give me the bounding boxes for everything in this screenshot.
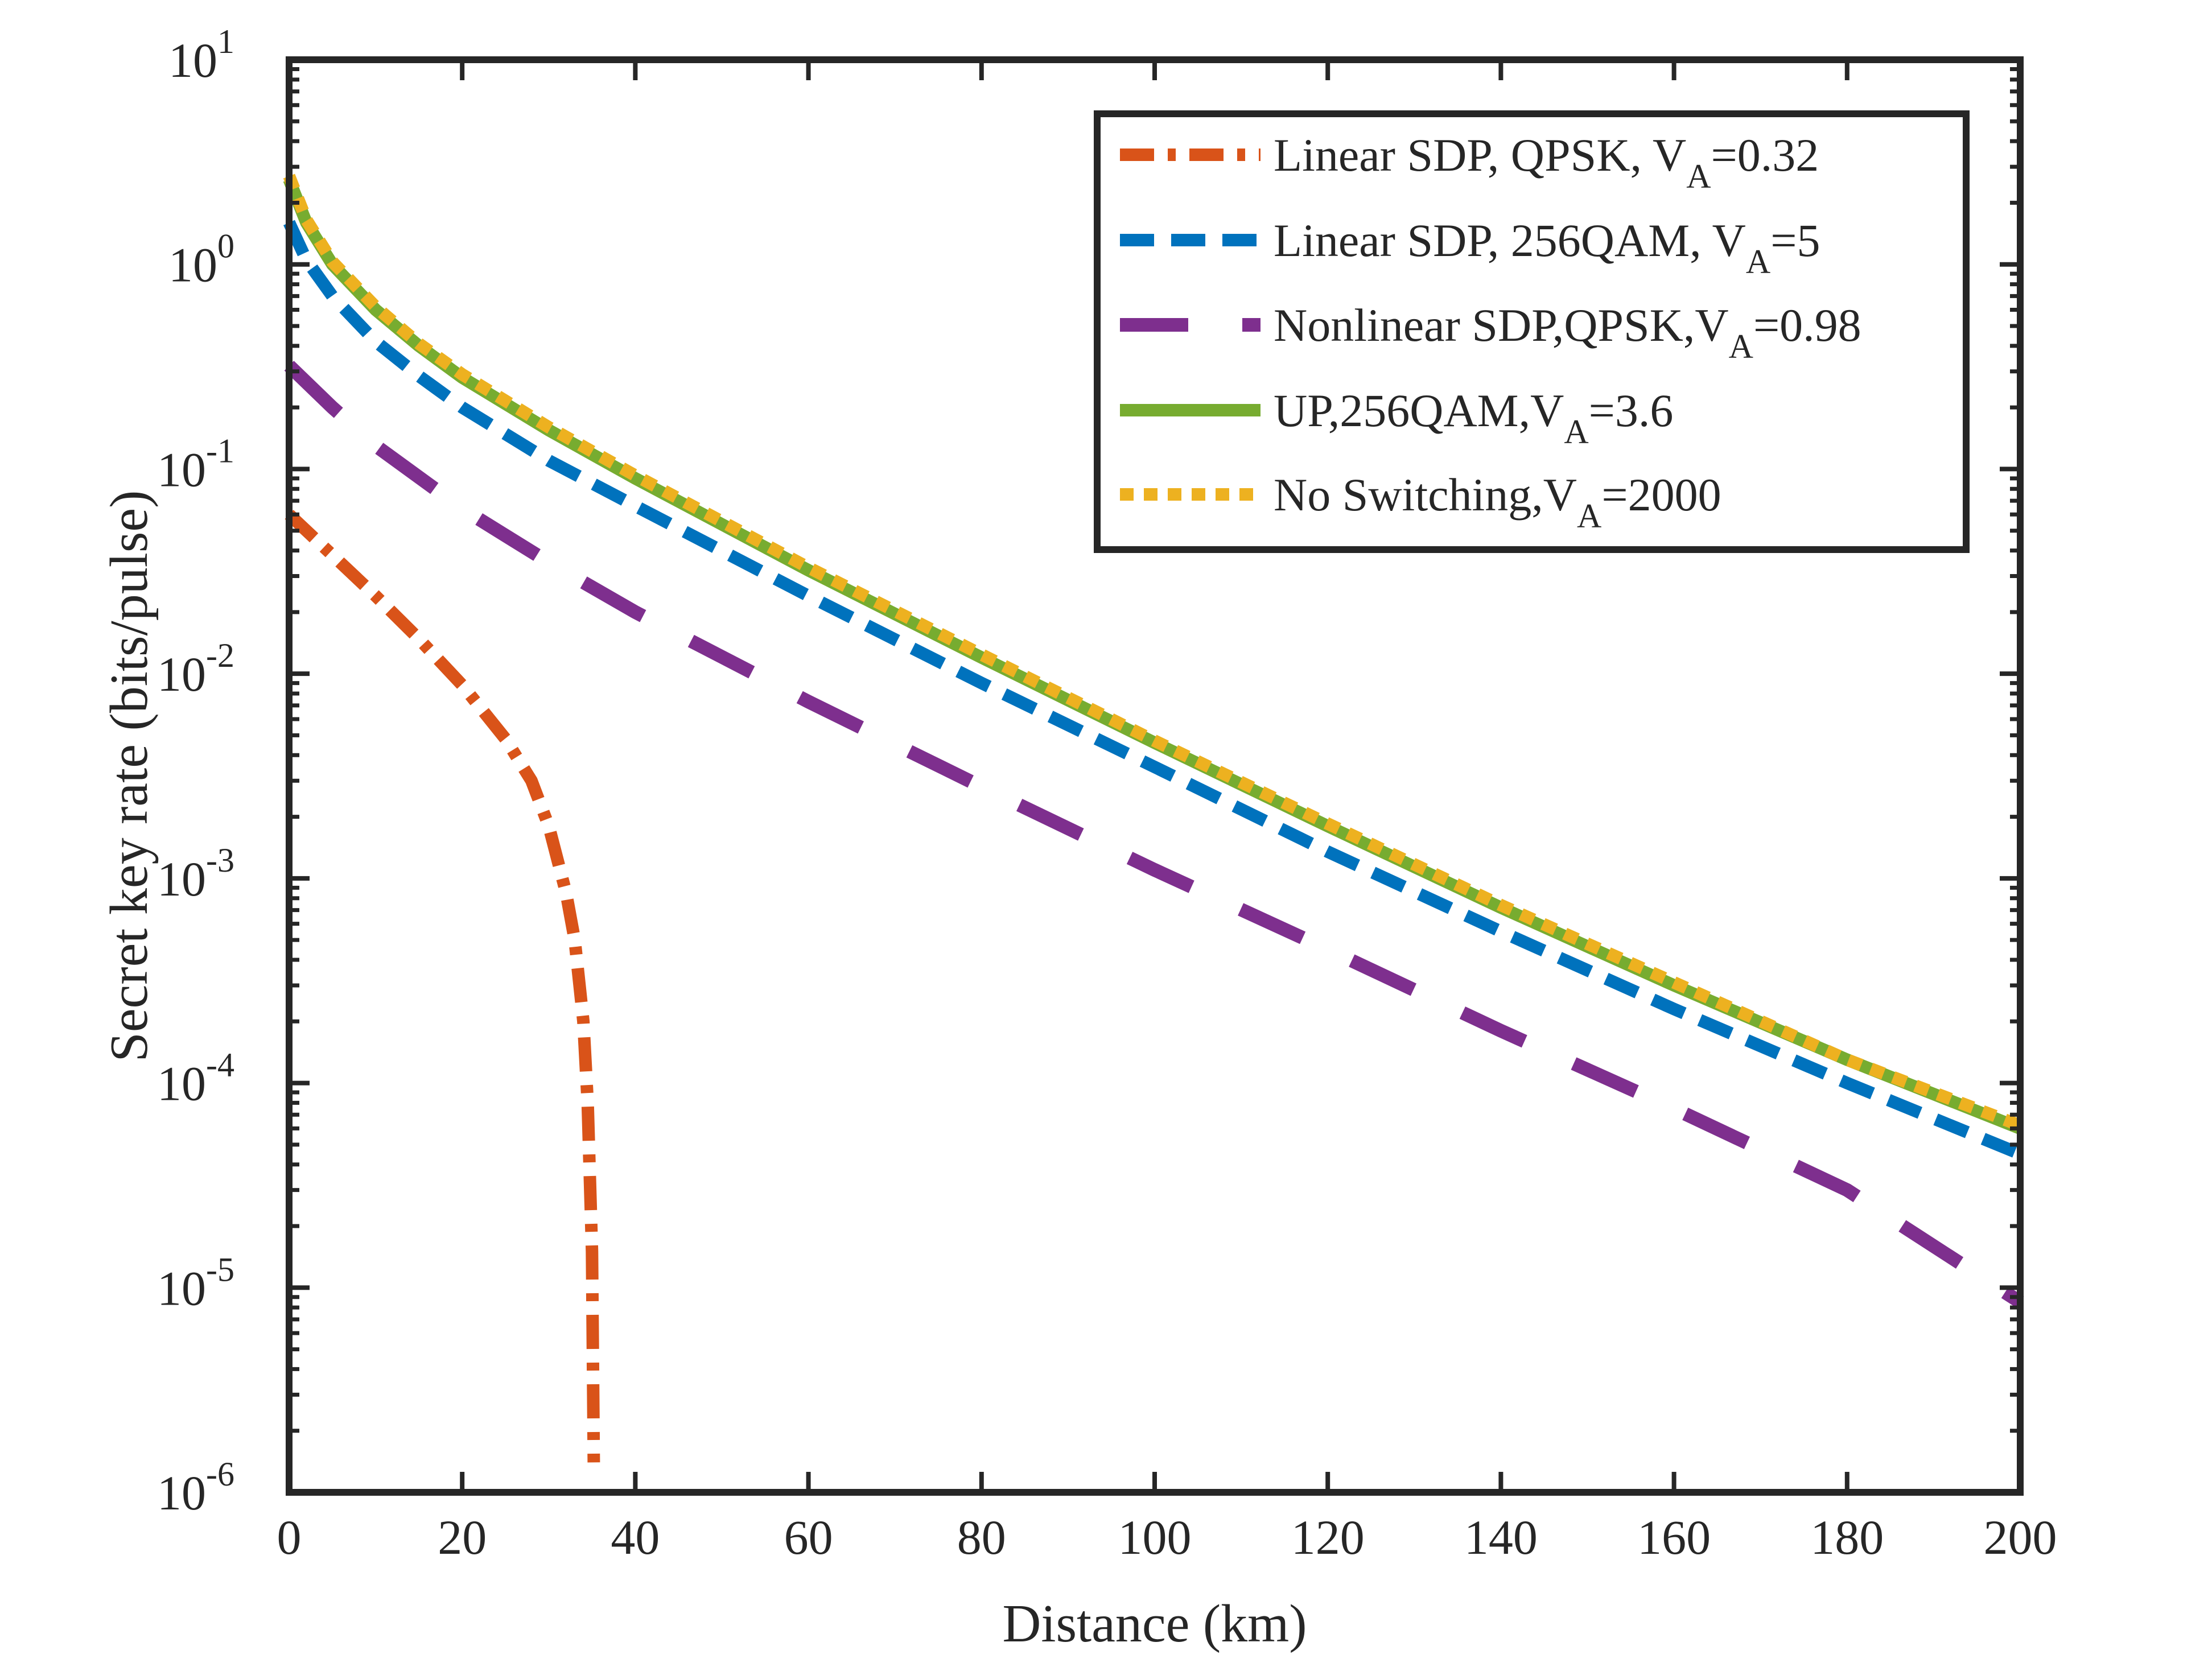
x-tick-label-8: 160 bbox=[1637, 1510, 1711, 1565]
legend-label-3: UP,256QAM,VA=3.6 bbox=[1274, 385, 1673, 451]
y-tick-label-0: 10-6 bbox=[157, 1455, 234, 1520]
legend-label-0: Linear SDP, QPSK, VA=0.32 bbox=[1274, 129, 1819, 195]
legend-label-2: Nonlinear SDP,QPSK,VA=0.98 bbox=[1274, 299, 1861, 365]
x-tick-label-7: 140 bbox=[1464, 1510, 1538, 1565]
y-tick-label-6: 100 bbox=[168, 228, 234, 292]
y-tick-label-2: 10-4 bbox=[157, 1046, 234, 1111]
x-tick-label-10: 200 bbox=[1984, 1510, 2057, 1565]
series-line-2 bbox=[284, 361, 2024, 1308]
y-axis-label: Secret key rate (bits/pulse) bbox=[100, 490, 159, 1062]
legend: Linear SDP, QPSK, VA=0.32 Linear SDP, 256… bbox=[1094, 110, 1970, 553]
x-tick-label-6: 120 bbox=[1291, 1510, 1365, 1565]
y-tick-label-5: 10-1 bbox=[157, 432, 234, 497]
legend-entries: Linear SDP, QPSK, VA=0.32 Linear SDP, 256… bbox=[1120, 129, 1861, 535]
y-tick-label-4: 10-2 bbox=[157, 637, 234, 702]
series-line-0 bbox=[285, 510, 600, 1463]
x-tick-label-5: 100 bbox=[1118, 1510, 1192, 1565]
legend-label-1: Linear SDP, 256QAM, VA=5 bbox=[1274, 214, 1820, 280]
legend-box bbox=[1094, 110, 1970, 553]
y-tick-label-7: 101 bbox=[168, 23, 234, 88]
y-tick-label-3: 10-3 bbox=[157, 841, 234, 906]
series-line-4 bbox=[283, 174, 2022, 1132]
x-axis-label: Distance (km) bbox=[1002, 1594, 1307, 1653]
x-tick-label-4: 80 bbox=[957, 1510, 1006, 1565]
tick-label-layer: 0 20 40 60 80 100 120 140 160 180 200 10-6 10-5 10-4 1… bbox=[157, 23, 2057, 1565]
legend-label-4: No Switching,VA=2000 bbox=[1274, 469, 1721, 535]
series-line-1 bbox=[283, 220, 2023, 1160]
x-tick-label-1: 20 bbox=[438, 1510, 487, 1565]
x-tick-label-2: 40 bbox=[611, 1510, 660, 1565]
y-tick-label-1: 10-5 bbox=[157, 1251, 234, 1315]
x-tick-label-9: 180 bbox=[1810, 1510, 1884, 1565]
x-tick-label-3: 60 bbox=[784, 1510, 833, 1565]
plot-frame bbox=[286, 56, 2024, 1496]
series-layer bbox=[283, 174, 2024, 1463]
x-tick-label-0: 0 bbox=[277, 1510, 302, 1565]
